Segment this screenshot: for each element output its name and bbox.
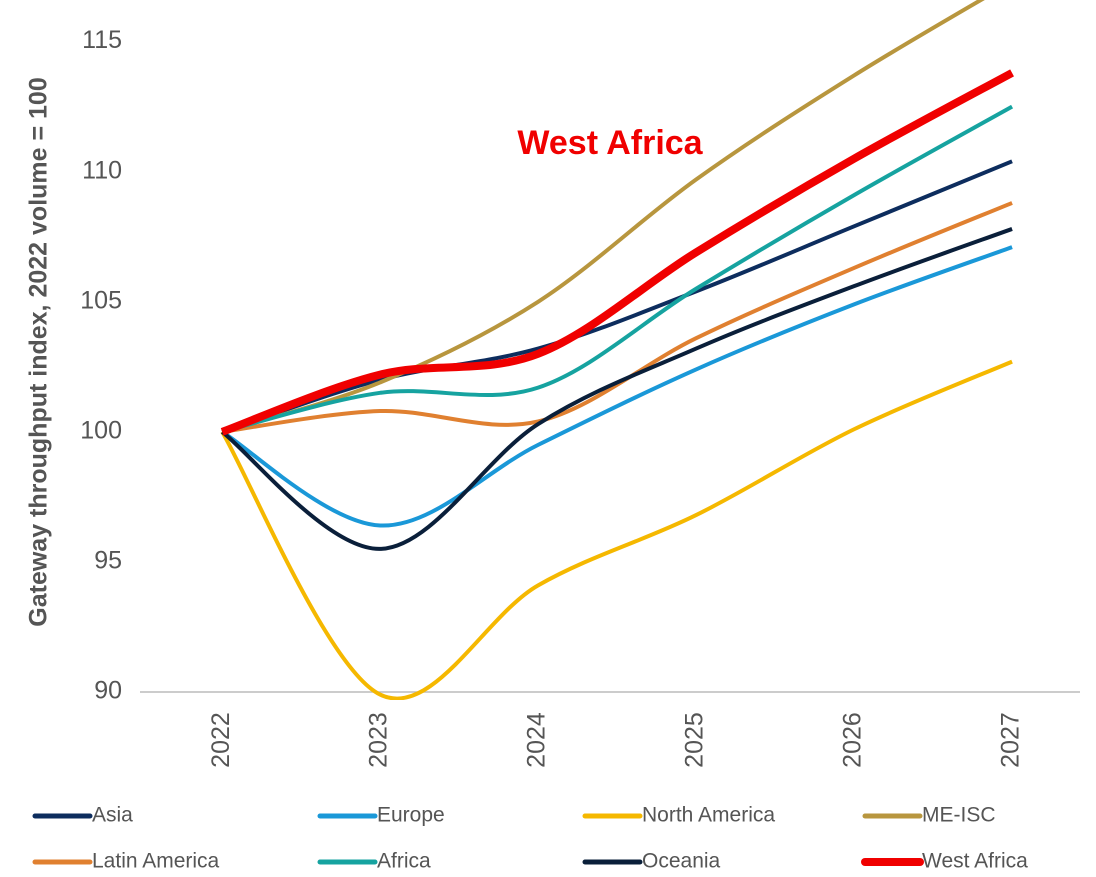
legend-label: West Africa — [922, 850, 1028, 873]
series-line — [221, 104, 1014, 434]
x-tick-label: 2022 — [207, 712, 235, 768]
legend-label: Asia — [92, 804, 133, 827]
series-line — [220, 359, 1013, 700]
x-tick-label: 2026 — [839, 712, 867, 768]
y-axis-label: Gateway throughput index, 2022 volume = … — [25, 77, 53, 626]
x-tick-label: 2023 — [365, 712, 393, 768]
y-tick-label: 110 — [82, 156, 122, 184]
legend-label: North America — [642, 804, 775, 827]
y-tick-label: 95 — [94, 547, 122, 575]
series-line — [220, 227, 1013, 551]
plot-area — [220, 0, 1014, 700]
x-tick-label: 2024 — [523, 712, 551, 768]
y-tick-label: 100 — [80, 416, 122, 444]
x-tick-label: 2025 — [681, 712, 709, 768]
y-tick-label: 115 — [82, 26, 122, 54]
y-tick-label: 90 — [94, 677, 122, 705]
annotation: West Africa — [517, 124, 703, 162]
legend-label: Oceania — [642, 850, 721, 873]
legend-label: Latin America — [92, 850, 220, 873]
series-line — [220, 69, 1014, 436]
series-line — [221, 159, 1013, 434]
series-line — [221, 0, 985, 434]
legend-label: ME-ISC — [922, 804, 996, 827]
legend-label: Europe — [377, 804, 445, 827]
y-tick-label: 105 — [80, 286, 122, 314]
x-tick-label: 2027 — [997, 712, 1025, 768]
series-line — [221, 245, 1013, 528]
legend-label: Africa — [377, 850, 431, 873]
